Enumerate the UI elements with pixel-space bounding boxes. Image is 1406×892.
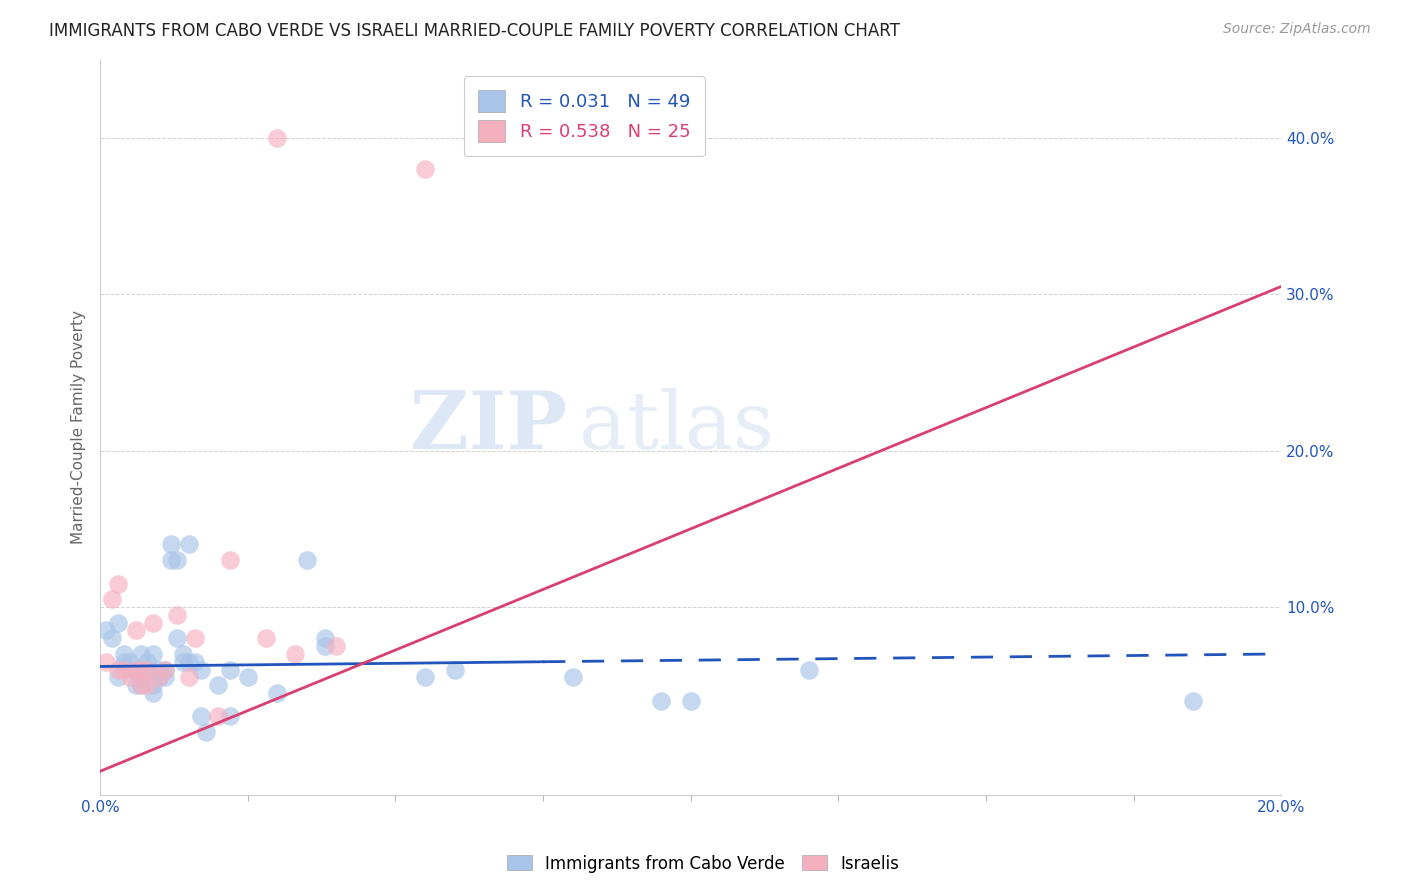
Point [177, 655, 200, 669]
Point [112, 655, 135, 669]
Point [118, 670, 141, 684]
Point [679, 694, 702, 708]
Text: Source: ZipAtlas.com: Source: ZipAtlas.com [1223, 22, 1371, 37]
Point [190, 663, 212, 677]
Point [219, 709, 242, 723]
Point [190, 709, 212, 723]
Point [148, 670, 170, 684]
Point [797, 663, 820, 677]
Point [142, 678, 165, 692]
Point [107, 663, 129, 677]
Point [142, 686, 165, 700]
Point [107, 670, 129, 684]
Point [136, 663, 159, 677]
Point [183, 632, 205, 646]
Point [166, 553, 188, 567]
Point [136, 678, 159, 692]
Text: atlas: atlas [578, 388, 773, 467]
Point [131, 678, 153, 692]
Point [136, 663, 159, 677]
Point [124, 663, 146, 677]
Point [107, 576, 129, 591]
Point [94, 655, 117, 669]
Point [142, 647, 165, 661]
Point [413, 162, 436, 177]
Point [94, 624, 117, 638]
Point [207, 709, 229, 723]
Point [177, 537, 200, 551]
Point [136, 655, 159, 669]
Point [177, 670, 200, 684]
Point [101, 632, 124, 646]
Point [148, 663, 170, 677]
Point [266, 686, 288, 700]
Point [314, 632, 336, 646]
Point [153, 663, 176, 677]
Point [561, 670, 583, 684]
Point [183, 655, 205, 669]
Point [131, 647, 153, 661]
Point [153, 663, 176, 677]
Point [266, 130, 288, 145]
Point [325, 639, 347, 653]
Point [284, 647, 307, 661]
Point [166, 607, 188, 622]
Point [131, 663, 153, 677]
Point [650, 694, 672, 708]
Point [195, 725, 218, 739]
Point [413, 670, 436, 684]
Point [118, 655, 141, 669]
Text: ZIP: ZIP [409, 388, 567, 467]
Point [172, 655, 194, 669]
Point [236, 670, 259, 684]
Point [153, 670, 176, 684]
Point [172, 647, 194, 661]
Point [219, 553, 242, 567]
Legend: R = 0.031   N = 49, R = 0.538   N = 25: R = 0.031 N = 49, R = 0.538 N = 25 [464, 76, 704, 156]
Point [124, 678, 146, 692]
Point [207, 678, 229, 692]
Point [101, 592, 124, 607]
Point [166, 632, 188, 646]
Point [160, 553, 183, 567]
Point [131, 670, 153, 684]
Legend: Immigrants from Cabo Verde, Israelis: Immigrants from Cabo Verde, Israelis [501, 848, 905, 880]
Point [254, 632, 277, 646]
Point [112, 647, 135, 661]
Point [112, 663, 135, 677]
Point [160, 537, 183, 551]
Text: IMMIGRANTS FROM CABO VERDE VS ISRAELI MARRIED-COUPLE FAMILY POVERTY CORRELATION : IMMIGRANTS FROM CABO VERDE VS ISRAELI MA… [49, 22, 900, 40]
Point [219, 663, 242, 677]
Y-axis label: Married-Couple Family Poverty: Married-Couple Family Poverty [72, 310, 86, 544]
Point [142, 615, 165, 630]
Point [314, 639, 336, 653]
Point [1181, 694, 1204, 708]
Point [148, 670, 170, 684]
Point [124, 624, 146, 638]
Point [131, 678, 153, 692]
Point [295, 553, 318, 567]
Point [107, 615, 129, 630]
Point [124, 663, 146, 677]
Point [118, 663, 141, 677]
Point [443, 663, 465, 677]
